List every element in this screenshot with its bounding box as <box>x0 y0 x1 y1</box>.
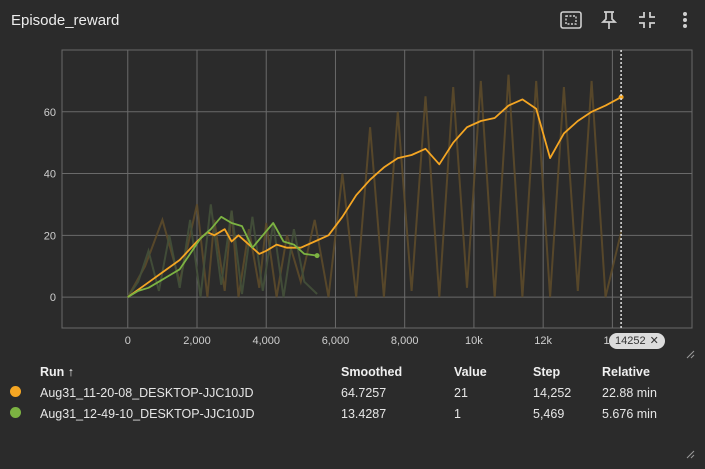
y-tick-label: 40 <box>44 169 56 181</box>
smoothed-series-line[interactable] <box>127 96 622 298</box>
x-tick-label: 12k <box>534 335 552 347</box>
raw-series-line <box>126 74 623 298</box>
more-options-button[interactable] <box>673 8 697 32</box>
x-tick-label: 10k <box>465 335 483 347</box>
relative-cell: 5.676 min <box>602 406 657 421</box>
series-end-point <box>314 253 320 259</box>
close-icon[interactable]: ✕ <box>649 335 659 347</box>
x-tick-label: 0 <box>125 335 131 347</box>
runs-table: Run ↑ Smoothed Value Step Relative Aug31… <box>10 362 682 424</box>
chart-grid <box>61 49 693 329</box>
pin-icon <box>601 11 617 29</box>
step-column-header[interactable]: Step <box>533 365 561 379</box>
pin-button[interactable] <box>597 8 621 32</box>
fit-domain-button[interactable] <box>559 8 583 32</box>
value-cell: 21 <box>454 385 468 400</box>
smoothed-series-line[interactable] <box>127 215 318 298</box>
step-cell: 5,469 <box>533 406 565 421</box>
series-end-point <box>618 94 624 100</box>
smoothed-value: 64.7257 <box>341 385 387 400</box>
more-vert-icon <box>683 12 687 28</box>
run-column-header[interactable]: Run ↑ <box>40 365 75 379</box>
value-cell: 1 <box>454 406 461 421</box>
sort-ascending-icon: ↑ <box>67 365 75 379</box>
run-name: Aug31_12-49-10_DESKTOP-JJC10JD <box>40 406 255 421</box>
run-color-dot <box>10 406 21 418</box>
resize-handle-icon[interactable] <box>685 349 695 359</box>
step-cell: 14,252 <box>533 385 572 400</box>
x-tick-label: 4,000 <box>252 335 280 347</box>
x-tick-label: 8,000 <box>391 335 419 347</box>
raw-series-line <box>126 204 318 298</box>
fit-domain-icon <box>560 11 582 29</box>
x-tick-label: 6,000 <box>322 335 350 347</box>
card-title: Episode_reward <box>11 12 120 29</box>
smoothed-column-header[interactable]: Smoothed <box>341 365 403 379</box>
table-row[interactable]: Aug31_12-49-10_DESKTOP-JJC10JD 13.4287 1… <box>10 403 682 424</box>
run-name: Aug31_11-20-08_DESKTOP-JJC10JD <box>40 385 254 400</box>
y-tick-label: 20 <box>44 230 56 242</box>
hover-step-chip[interactable]: 14252 ✕ <box>609 333 665 349</box>
relative-column-header[interactable]: Relative <box>602 365 650 379</box>
raw-series-group <box>126 74 623 298</box>
hover-step-value: 14252 <box>615 335 646 347</box>
y-tick-label: 60 <box>44 107 56 119</box>
smoothed-series-group <box>127 94 624 298</box>
smoothed-value: 13.4287 <box>341 406 387 421</box>
relative-cell: 22.88 min <box>602 385 657 400</box>
run-color-dot <box>10 385 21 397</box>
card-toolbar <box>559 8 697 32</box>
resize-handle-icon[interactable] <box>685 449 695 459</box>
color-column-header <box>10 362 40 382</box>
y-tick-label: 0 <box>50 292 56 304</box>
y-axis-ticks: 0 20 40 60 <box>44 107 56 304</box>
plot-frame <box>61 49 693 329</box>
table-row[interactable]: Aug31_11-20-08_DESKTOP-JJC10JD 64.7257 2… <box>10 382 682 403</box>
table-header-row: Run ↑ Smoothed Value Step Relative <box>10 362 682 382</box>
value-column-header[interactable]: Value <box>454 365 487 379</box>
collapse-icon <box>639 12 655 28</box>
collapse-button[interactable] <box>635 8 659 32</box>
x-tick-label: 2,000 <box>183 335 211 347</box>
